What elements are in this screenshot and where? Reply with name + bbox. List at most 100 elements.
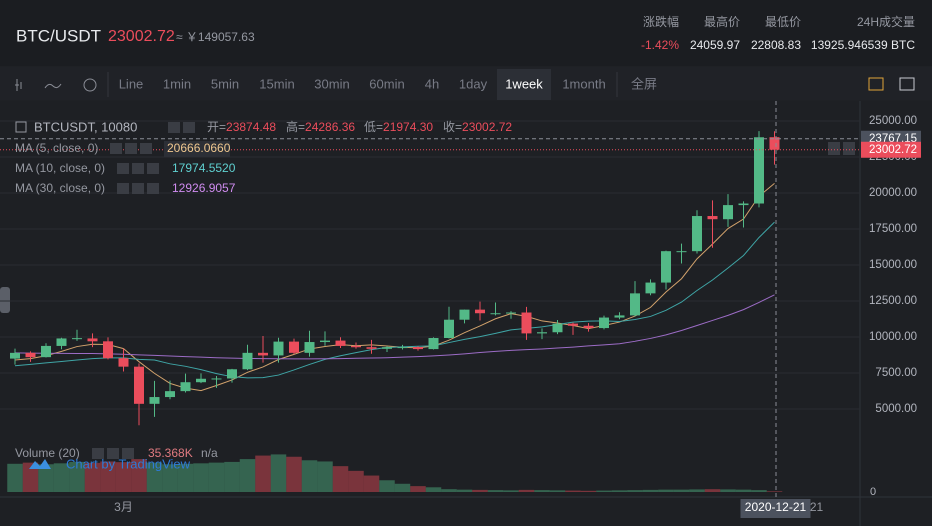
candle-body xyxy=(304,342,315,353)
legend-icon[interactable] xyxy=(117,183,129,194)
button[interactable] xyxy=(828,142,840,155)
icon xyxy=(15,79,22,91)
interval-button[interactable]: 1day xyxy=(459,76,488,91)
volume-bar xyxy=(534,490,550,492)
candle-body xyxy=(397,347,408,349)
button[interactable] xyxy=(843,142,855,155)
volume-bar xyxy=(255,455,271,492)
candle-body xyxy=(289,341,299,353)
ma-line xyxy=(14,183,775,392)
stat-value: 22808.83 xyxy=(751,38,801,52)
candle-body xyxy=(211,378,222,380)
ohlc-item: 高=24286.36 xyxy=(286,119,355,134)
legend-icon[interactable] xyxy=(92,448,104,459)
last-price-label: 23002.72 xyxy=(869,144,917,156)
candle-body xyxy=(25,352,36,358)
legend-icon[interactable] xyxy=(147,163,159,174)
stat-value: -1.42% xyxy=(641,38,679,52)
volume-bar xyxy=(441,489,457,492)
volume-bar xyxy=(642,489,659,492)
volume-bar xyxy=(146,462,163,492)
candle-body xyxy=(769,137,780,150)
volume-bar xyxy=(611,490,628,492)
y-tick-label: 10000.00 xyxy=(869,331,917,343)
x-tick-label: 21 xyxy=(810,500,824,514)
volume-label: Volume (20) xyxy=(15,446,80,460)
legend-icon[interactable] xyxy=(117,163,129,174)
candle-body xyxy=(273,341,284,356)
volume-bar xyxy=(270,454,287,492)
volume-bar xyxy=(332,466,349,492)
symbol: BTC/USDT xyxy=(16,26,101,45)
candle-body xyxy=(41,345,51,358)
interval-button[interactable]: 5min xyxy=(211,76,239,91)
y-tick-label: 25000.00 xyxy=(869,115,917,127)
legend-icon[interactable] xyxy=(140,143,152,154)
ohlc-item: 低=21974.30 xyxy=(364,120,433,134)
interval-button[interactable]: Line xyxy=(119,76,144,91)
stat-label: 24H成交量 xyxy=(857,14,915,29)
volume-bar xyxy=(410,486,426,492)
y-tick-label: 7500.00 xyxy=(875,367,917,379)
candle-body xyxy=(258,352,268,356)
ohlc-item: 收=23002.72 xyxy=(443,120,512,134)
volume-bar xyxy=(115,462,132,492)
ohlc-label: 低= xyxy=(364,120,383,134)
legend-icon[interactable] xyxy=(107,448,119,459)
ohlc-value: 24286.36 xyxy=(305,120,355,134)
volume-bar xyxy=(704,489,721,492)
candle-body xyxy=(723,205,733,220)
legend-icon[interactable] xyxy=(132,163,144,174)
volume-bar xyxy=(549,490,566,492)
volume-bar xyxy=(239,459,256,492)
interval-button[interactable]: 15min xyxy=(259,76,294,91)
ma-value: 12926.9057 xyxy=(172,181,236,195)
volume-bar xyxy=(301,460,318,492)
interval-button[interactable]: 1month xyxy=(562,76,605,91)
legend-icon[interactable] xyxy=(122,448,134,459)
legend-icon[interactable] xyxy=(125,143,137,154)
y-tick-label: 17500.00 xyxy=(869,223,917,235)
legend-icon[interactable] xyxy=(147,183,159,194)
header-bg xyxy=(0,0,932,66)
candle-body xyxy=(630,293,640,316)
volume-bar xyxy=(363,475,380,492)
legend-icon[interactable] xyxy=(132,183,144,194)
interval-button[interactable]: 1week xyxy=(505,76,543,91)
candle-body xyxy=(583,325,594,329)
side-tab[interactable] xyxy=(0,287,10,313)
legend-icon[interactable] xyxy=(183,122,195,133)
volume-bar xyxy=(162,464,178,492)
last-price-bg xyxy=(861,141,921,158)
interval-button[interactable]: 4h xyxy=(425,76,439,91)
interval-button[interactable]: 全屏 xyxy=(631,76,657,91)
toolbar-icons xyxy=(15,72,915,97)
icon[interactable] xyxy=(899,77,915,91)
interval-button[interactable]: 30min xyxy=(314,76,349,91)
collapse-icon[interactable] xyxy=(15,121,27,133)
candle-body xyxy=(56,338,67,346)
volume-bar xyxy=(394,483,411,492)
volume-bar xyxy=(487,490,504,492)
candle-body xyxy=(118,358,129,367)
ohlc-value: 23874.48 xyxy=(226,120,276,134)
price: 23002.72 xyxy=(108,28,175,45)
x-tick-label: 2020-12-21 xyxy=(745,500,807,514)
candle-body xyxy=(552,323,563,333)
icon[interactable] xyxy=(868,77,884,91)
candle-body xyxy=(614,315,625,318)
candle-body xyxy=(165,391,175,398)
interval-button[interactable]: 60min xyxy=(369,76,404,91)
volume-extra: n/a xyxy=(201,446,218,460)
candle-body xyxy=(72,338,82,340)
candle-body xyxy=(196,378,206,383)
candle-body xyxy=(366,347,377,349)
legend-icon[interactable] xyxy=(168,122,180,133)
icon[interactable] xyxy=(83,78,97,92)
interval-button[interactable]: 1min xyxy=(163,76,191,91)
volume-bar xyxy=(565,490,581,492)
volume-bar xyxy=(177,463,194,492)
legend-icon[interactable] xyxy=(110,143,122,154)
